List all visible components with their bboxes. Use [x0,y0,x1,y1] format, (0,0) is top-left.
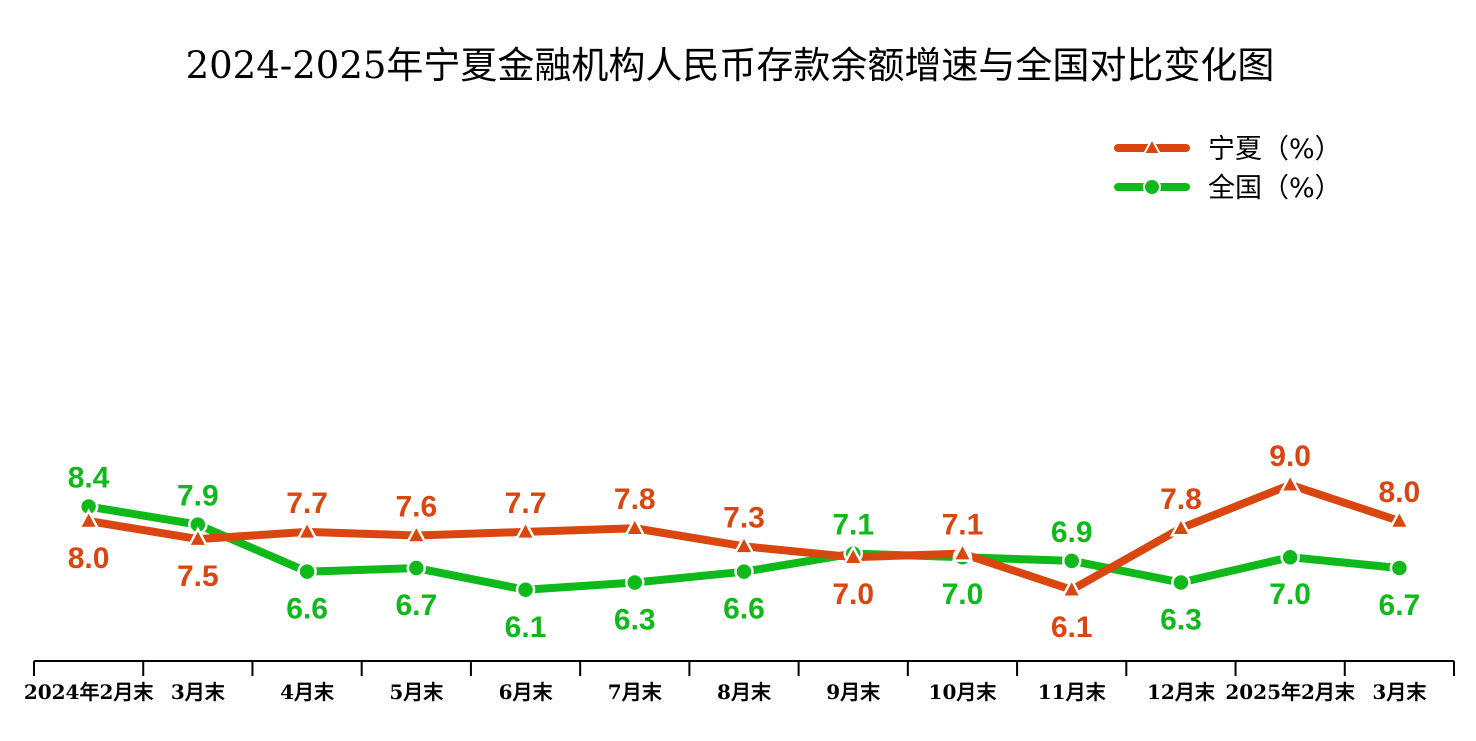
x-tick-label: 3月末 [171,680,226,704]
data-point-ningxia [1169,515,1192,537]
data-label-national: 6.6 [286,593,328,626]
data-label-national: 8.4 [68,462,110,495]
data-label-ningxia: 7.1 [942,509,984,542]
data-label-ningxia: 7.5 [177,560,219,593]
data-point-national [1061,551,1082,571]
x-tick-label: 2025年2月末 [1225,680,1356,704]
data-point-national [1280,547,1300,567]
data-label-national: 7.0 [1269,578,1311,611]
data-point-national [406,558,427,578]
chart-title: 2024-2025年宁夏金融机构人民币存款余额增速与全国对比变化图 [186,44,1275,87]
data-label-national: 6.6 [723,593,765,626]
legend-circle-marker [1143,178,1161,196]
x-tick-label: 2024年2月末 [24,680,155,704]
x-tick-label: 4月末 [280,680,335,704]
data-point-ningxia [186,526,209,548]
data-point-national [1389,558,1410,578]
data-label-national: 7.1 [832,509,874,542]
data-point-ningxia [623,515,646,537]
x-tick-label: 9月末 [826,680,881,704]
x-tick-label: 12月末 [1147,680,1216,704]
data-point-ningxia [732,533,756,555]
data-label-ningxia: 7.7 [286,487,328,520]
data-point-ningxia [77,508,100,530]
data-label-ningxia: 8.0 [1379,476,1421,509]
data-label-ningxia: 6.1 [1051,611,1093,644]
x-tick-label: 11月末 [1038,680,1107,704]
data-point-ningxia [405,522,428,544]
data-point-national [734,561,754,582]
x-tick-label: 3月末 [1372,680,1427,704]
data-label-national: 6.3 [1160,604,1202,637]
data-labels: 8.4 7.9 6.6 6.7 6.1 6.3 6.6 7.1 7.0 6.9 6.3 7.0 6.7 8… [68,440,1420,644]
legend: 宁夏（%） 全国（%） [1114,134,1342,204]
data-point-ningxia [842,544,865,566]
legend-item-national: 全国（%） [1114,173,1342,204]
x-tick-label: 10月末 [929,680,998,704]
data-label-national: 6.1 [505,611,547,644]
data-point-national [625,572,645,593]
data-label-ningxia: 7.3 [723,501,765,534]
data-label-ningxia: 7.0 [832,578,874,611]
data-label-ningxia: 9.0 [1269,440,1311,473]
data-point-ningxia [296,519,319,541]
data-label-ningxia: 7.7 [505,487,547,520]
x-axis: 2024年2月末 3月末 4月末 5月末 6月末 7月末 8月末 9月末 10月末 11月末 12月… [24,660,1455,704]
data-label-national: 6.7 [1379,589,1421,622]
data-label-national: 7.9 [177,480,219,513]
data-point-national [515,580,536,600]
data-label-national: 6.3 [614,604,656,637]
data-point-national [297,561,317,582]
data-label-national: 6.9 [1051,516,1093,549]
x-tick-labels: 2024年2月末 3月末 4月末 5月末 6月末 7月末 8月末 9月末 10月末 11月末 12月… [24,680,1428,704]
legend-label-ningxia: 宁夏（%） [1208,134,1342,165]
data-label-ningxia: 7.8 [1160,483,1202,516]
data-label-ningxia: 8.0 [68,542,110,575]
data-point-ningxia [514,519,537,541]
legend-label-national: 全国（%） [1208,173,1342,204]
data-label-ningxia: 7.8 [614,483,656,516]
data-label-ningxia: 7.6 [395,490,437,523]
series-markers [77,472,1411,600]
x-tick-label: 6月末 [499,680,554,704]
x-tick-label: 7月末 [608,680,663,704]
x-ticks [33,661,1455,676]
legend-item-ningxia: 宁夏（%） [1114,134,1342,165]
x-tick-label: 8月末 [717,680,772,704]
legend-triangle-marker [1142,136,1162,155]
data-point-ningxia [1060,577,1083,599]
data-point-ningxia [951,540,974,562]
data-point-national [1171,572,1191,593]
data-label-national: 6.7 [395,589,437,622]
x-tick-label: 5月末 [389,680,444,704]
data-point-ningxia [1388,508,1411,530]
data-point-ningxia [1279,472,1302,494]
data-label-national: 7.0 [942,578,984,611]
